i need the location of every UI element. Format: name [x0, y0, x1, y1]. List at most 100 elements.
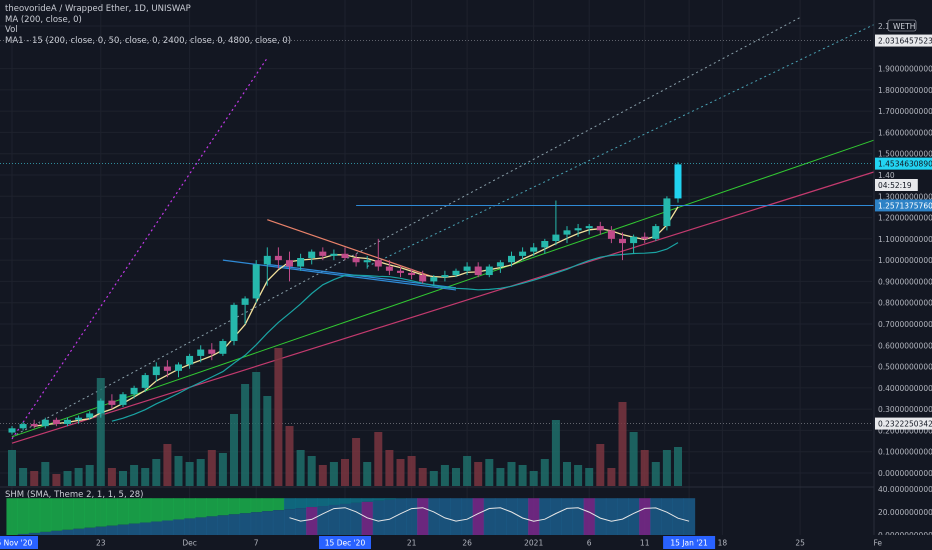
candle-body [485, 266, 493, 276]
candle-body [97, 400, 105, 414]
price-tag [875, 34, 932, 47]
dotted-channel-lower [366, 17, 890, 267]
time-axis[interactable]: 15 Nov '20 23 Dec 7 15 Dec '20 21 26 2021 6 11 15 … [0, 535, 932, 550]
shm-band [73, 528, 85, 535]
shm-band [683, 498, 696, 535]
candle-body [75, 417, 83, 420]
price-tag-text: 2.0316457523 [878, 37, 932, 46]
volume-bar [174, 456, 183, 486]
volume-bar [485, 459, 494, 486]
price-tick-label: 0.7000000000 [878, 320, 932, 329]
time-tick-label: 2021 [524, 539, 543, 548]
shm-band [150, 521, 163, 535]
candle-body [41, 419, 49, 427]
shm-band [106, 525, 118, 535]
volume-bar [207, 450, 216, 486]
shm-band [394, 498, 407, 535]
price-tag-text: 1.2571375760 [878, 201, 932, 210]
volume-bar [407, 456, 416, 486]
price-tick-label: 1.0000000000 [878, 256, 932, 265]
candle-body [563, 230, 571, 235]
shm-band [128, 523, 141, 535]
shm-band [494, 498, 507, 535]
pink-trendline [11, 170, 878, 444]
shm-band [206, 516, 218, 535]
shm-band [150, 498, 163, 522]
indicator-label[interactable]: SHM (SMA, Theme 2, 1, 1, 5, 28) [5, 490, 144, 500]
candle-body [385, 266, 393, 271]
candle-body [308, 251, 316, 259]
shm-band [295, 498, 307, 509]
candle-body [152, 366, 160, 376]
price-tick-label: 2.10 [878, 22, 895, 31]
shm-band [128, 498, 141, 524]
volume-bar [363, 462, 372, 486]
shm-band [283, 498, 296, 510]
shm-band [361, 501, 374, 535]
shm-band [195, 498, 207, 518]
shm-band [217, 515, 229, 535]
shm-band [472, 498, 485, 535]
grid [0, 0, 879, 535]
shm-band [161, 520, 174, 535]
indicator-tick-label: 40.0000000000 [878, 485, 932, 494]
candle-body [230, 304, 238, 342]
shm-band [50, 498, 63, 531]
volume-bar [218, 453, 227, 486]
volume-bar [285, 426, 294, 486]
shm-band [428, 498, 440, 535]
volume-bar [540, 459, 549, 486]
price-tick-label: 0.6000000000 [878, 341, 932, 350]
shm-band [206, 498, 218, 517]
price-tick-label: 0.8000000000 [878, 299, 932, 308]
price-tick-label: 0.0000000000 [878, 469, 932, 478]
shm-band [550, 498, 562, 535]
shm-band [73, 498, 85, 529]
candle-body [452, 270, 460, 276]
date-highlight [663, 536, 716, 549]
shm-band [450, 498, 463, 535]
shm-band [6, 498, 19, 535]
volume-bar [440, 465, 449, 486]
dotted-channel-upper [11, 57, 268, 440]
price-tick-label: 0.5000000000 [878, 363, 932, 372]
shm-band [228, 498, 241, 515]
shm-band [650, 498, 662, 535]
candle-body [663, 198, 671, 227]
wedge-top [222, 259, 457, 291]
volume-bar [574, 465, 583, 486]
time-tick-label: 6 [587, 539, 592, 548]
shm-band [672, 498, 685, 535]
candle-body [64, 419, 71, 425]
shm-band [50, 530, 63, 535]
price-axis[interactable]: 2.10 1.9000000000 1.8000000000 1.7000000000… [873, 0, 932, 550]
time-tick-label: 11 [640, 539, 650, 548]
shm-band [139, 522, 152, 535]
candle-body [8, 428, 16, 433]
price-tag [875, 199, 932, 212]
candle-body [141, 375, 149, 388]
volume-bar [318, 465, 327, 486]
volume-bar [19, 468, 28, 486]
price-tick-label: 0.9000000000 [878, 277, 932, 286]
ma-slow-line [111, 242, 679, 422]
shm-band [184, 498, 196, 519]
candle-body [519, 251, 527, 256]
price-tick-label: 0.4000000000 [878, 384, 932, 393]
time-tick-label: 26 [462, 539, 472, 548]
price-tick-label: 0.1000000000 [878, 448, 932, 457]
drawings [0, 17, 890, 444]
candle-body [674, 164, 682, 199]
candle-body [86, 413, 94, 418]
shm-band [28, 498, 41, 533]
volume-bar [85, 465, 94, 486]
volume-bar [396, 459, 405, 486]
volume-bar [452, 468, 460, 486]
shm-band [661, 498, 673, 535]
shm-band [461, 498, 474, 535]
candle-body [574, 228, 582, 231]
shm-band [117, 498, 130, 525]
volume-bar [130, 465, 139, 486]
price-tick-label: 1.3000000000 [878, 192, 932, 201]
